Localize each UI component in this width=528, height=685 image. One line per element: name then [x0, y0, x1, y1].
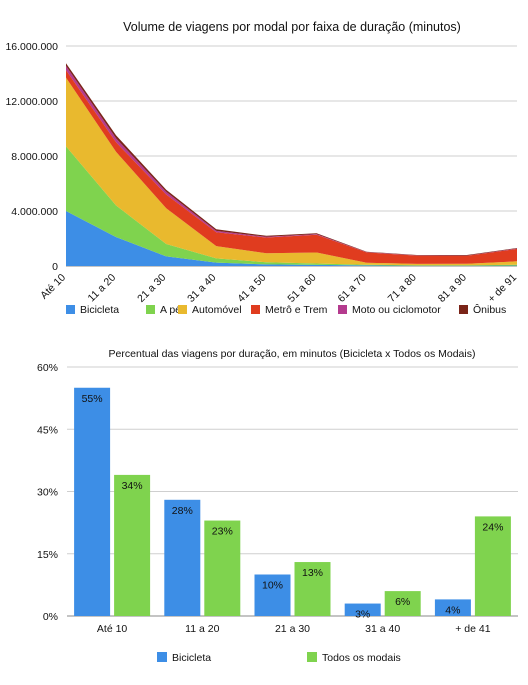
y-tick-label: 4.000.000: [11, 206, 58, 218]
x-tick-label: + de 91: [486, 272, 520, 306]
bar-bicicleta: [344, 603, 381, 616]
bar-chart: Percentual das viagens por duração, em m…: [37, 348, 518, 664]
chart-title: Percentual das viagens por duração, em m…: [109, 348, 476, 360]
x-tick-label: 11 a 20: [86, 272, 119, 305]
chart-title: Volume de viagens por modal por faixa de…: [123, 20, 461, 34]
bar-data-label: 10%: [262, 580, 283, 592]
y-tick-label: 60%: [37, 362, 58, 374]
legend-label: Bicicleta: [80, 304, 119, 316]
legend-label: Automóvel: [192, 304, 242, 316]
bar-todos-modais: [204, 520, 241, 616]
x-tick-label: 61 a 70: [336, 272, 369, 305]
bar-data-label: 23%: [212, 526, 233, 538]
x-tick-label: 41 a 50: [235, 272, 268, 305]
legend-swatch: [66, 305, 75, 314]
area-chart: Volume de viagens por modal por faixa de…: [5, 20, 520, 316]
x-tick-label: 21 a 30: [135, 272, 168, 305]
bar-data-label: 13%: [302, 567, 323, 579]
x-tick-label: Até 10: [38, 272, 68, 302]
legend-label: Todos os modais: [322, 652, 401, 664]
bar-data-label: 4%: [445, 604, 460, 616]
bar-data-label: 24%: [482, 521, 503, 533]
y-tick-label: 12.000.000: [5, 96, 58, 108]
bar-todos-modais: [114, 474, 151, 616]
bar-data-label: 28%: [172, 505, 193, 517]
area-series-0: [66, 211, 517, 266]
bar-bicicleta: [164, 499, 201, 616]
area-series-3: [66, 70, 517, 264]
legend-label: Ônibus: [473, 303, 506, 316]
x-tick-label: 11 a 20: [185, 623, 219, 635]
x-tick-label: 31 a 40: [185, 272, 218, 305]
bar-data-label: 6%: [395, 596, 410, 608]
x-tick-label: 21 a 30: [275, 623, 310, 635]
legend-label: Moto ou ciclomotor: [352, 304, 441, 316]
x-tick-label: Até 10: [97, 623, 128, 635]
bar-todos-modais: [474, 516, 511, 616]
y-tick-label: 30%: [37, 487, 58, 499]
legend-label: Metrô e Trem: [265, 304, 328, 316]
legend-label: A pé: [160, 304, 181, 316]
x-tick-label: + de 41: [455, 623, 490, 635]
legend-swatch: [146, 305, 155, 314]
bar-bicicleta: [74, 387, 111, 616]
y-tick-label: 8.000.000: [11, 151, 58, 163]
bar-bicicleta: [434, 599, 471, 616]
y-tick-label: 0%: [43, 611, 58, 623]
legend-swatch: [251, 305, 260, 314]
x-tick-label: 71 a 80: [386, 272, 419, 305]
x-tick-label: 81 a 90: [436, 272, 469, 305]
bar-data-label: 34%: [122, 480, 143, 492]
bar-todos-modais: [294, 562, 331, 616]
legend-swatch: [338, 305, 347, 314]
legend-swatch: [178, 305, 187, 314]
legend-label: Bicicleta: [172, 652, 211, 664]
legend-swatch: [459, 305, 468, 314]
y-tick-label: 15%: [37, 549, 58, 561]
legend-swatch: [307, 652, 317, 662]
area-series-2: [66, 77, 517, 266]
x-tick-label: 31 a 40: [365, 623, 400, 635]
bar-data-label: 3%: [355, 609, 370, 621]
x-tick-label: 51 a 60: [285, 272, 318, 305]
bar-todos-modais: [384, 591, 421, 616]
y-tick-label: 45%: [37, 424, 58, 436]
y-tick-label: 0: [52, 261, 58, 273]
bar-bicicleta: [254, 574, 291, 616]
bar-data-label: 55%: [82, 393, 103, 405]
legend-swatch: [157, 652, 167, 662]
y-tick-label: 16.000.000: [5, 41, 58, 53]
